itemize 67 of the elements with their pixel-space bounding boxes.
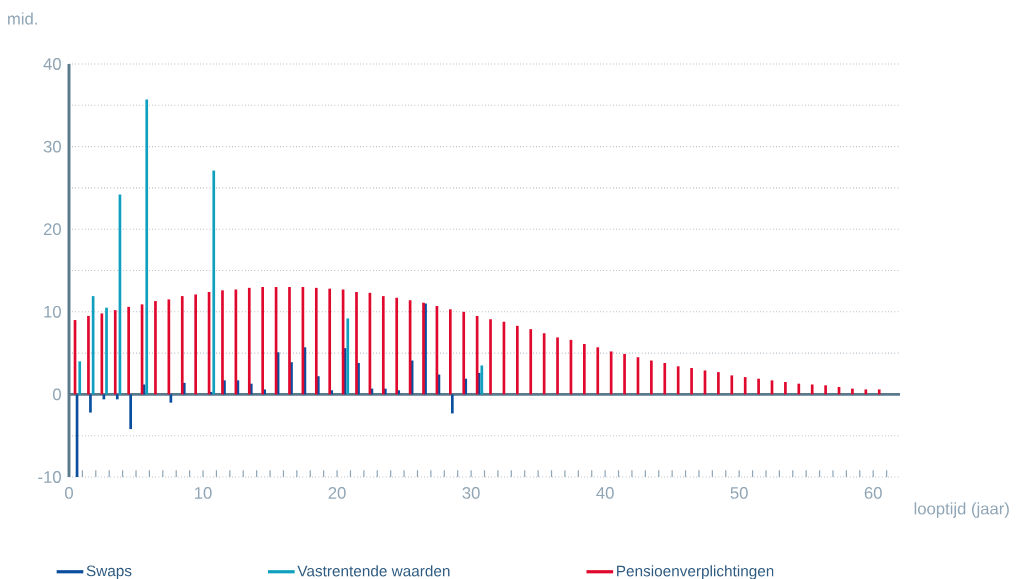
bar <box>105 307 108 395</box>
x-tick-label: 60 <box>864 487 882 499</box>
bar <box>529 329 533 395</box>
bar <box>129 394 132 430</box>
x-tick-label: 10 <box>195 487 212 499</box>
bar <box>743 377 747 395</box>
y-tick-label: 10 <box>44 305 61 318</box>
bar <box>145 99 149 395</box>
bar <box>462 311 466 395</box>
bar <box>194 294 197 395</box>
bar <box>346 318 350 395</box>
bar <box>78 361 82 395</box>
bar <box>115 394 119 400</box>
legend-label: Swaps <box>86 565 132 579</box>
bar <box>690 367 693 395</box>
bar <box>395 297 399 395</box>
bar <box>89 394 92 413</box>
bar <box>797 383 801 395</box>
bar <box>448 309 452 395</box>
bar <box>623 353 626 395</box>
bar <box>127 306 130 395</box>
x-tick-label: 20 <box>328 487 346 499</box>
bar <box>480 365 484 395</box>
bar <box>596 347 600 395</box>
bar <box>87 315 90 395</box>
bar <box>221 290 224 395</box>
bar <box>757 378 760 395</box>
x-tick-label: 40 <box>596 487 614 499</box>
bar <box>261 287 265 395</box>
y-tick-label: 30 <box>43 140 61 153</box>
bar <box>247 287 251 395</box>
x-axis-title: looptijd (jaar) <box>914 502 1009 518</box>
x-tick-label: 50 <box>730 487 748 499</box>
bar <box>450 394 454 414</box>
bar <box>180 296 184 395</box>
bar <box>288 287 291 395</box>
bar <box>113 310 117 395</box>
bar <box>730 375 734 395</box>
bar <box>583 344 586 395</box>
bar <box>381 296 385 395</box>
y-tick-label: 40 <box>43 58 61 70</box>
bar <box>717 372 720 395</box>
x-tick-label: 0 <box>65 487 73 499</box>
bar <box>212 170 216 395</box>
bar <box>676 366 680 395</box>
bar <box>864 389 868 395</box>
y-tick-label: 20 <box>43 223 61 236</box>
bar <box>314 287 318 395</box>
bar <box>556 337 559 395</box>
x-tick-label: 30 <box>462 487 480 499</box>
bar <box>650 360 653 395</box>
bar <box>851 388 854 395</box>
bar <box>877 389 881 395</box>
bar <box>489 319 492 395</box>
bar <box>516 325 519 395</box>
legend-label: Pensioenverplichtingen <box>617 565 774 579</box>
y-tick-label: 0 <box>53 388 61 401</box>
bar <box>810 384 814 395</box>
y-tick-label: -10 <box>38 471 61 483</box>
bar <box>824 385 827 395</box>
legend-label: Vastrentende waarden <box>297 565 450 577</box>
bar <box>784 382 787 395</box>
bar <box>663 363 667 395</box>
bar <box>154 301 157 395</box>
bar <box>355 291 358 395</box>
y-axis-title: mid. <box>8 12 37 25</box>
bar <box>328 288 332 395</box>
